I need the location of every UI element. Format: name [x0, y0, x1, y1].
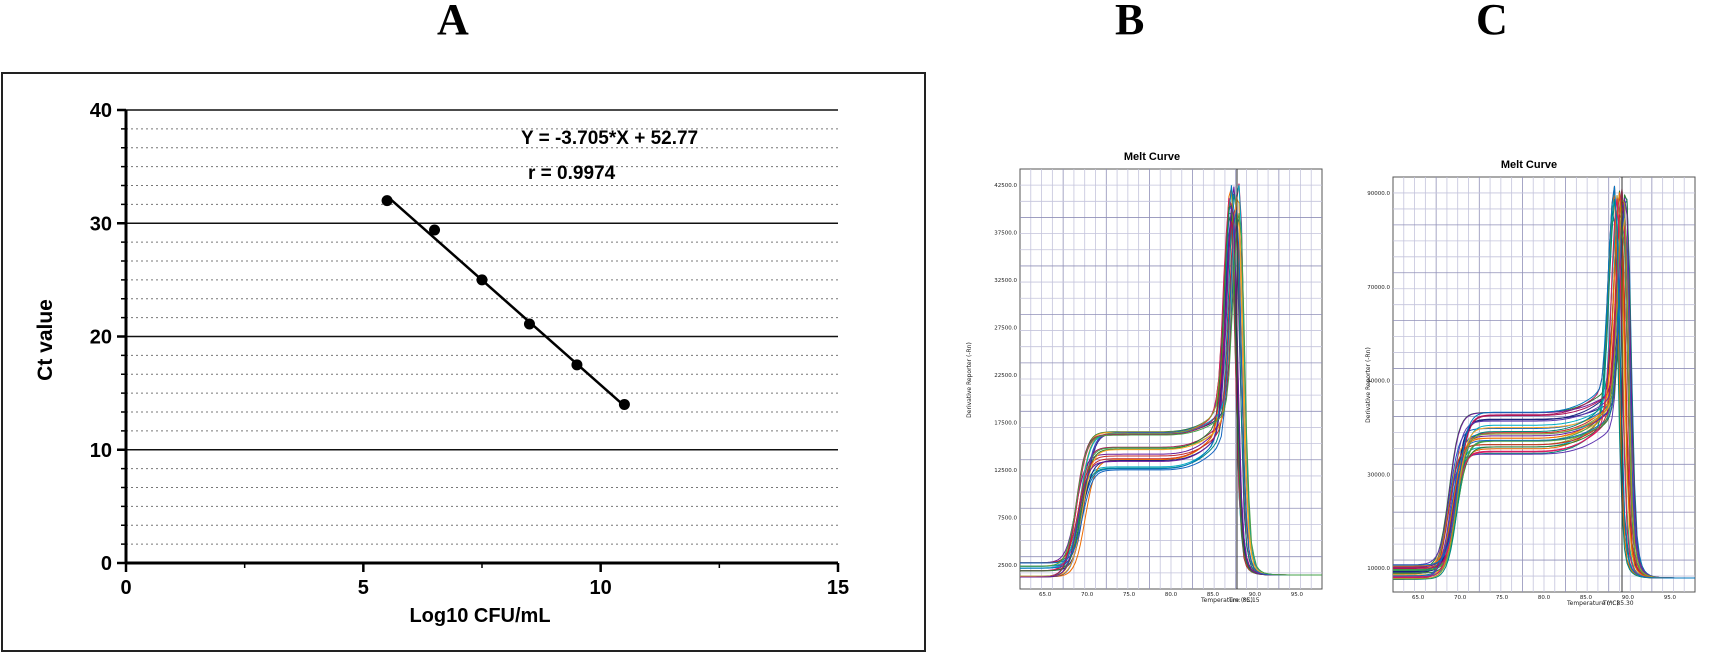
melt-x-tick-label: 75.0: [1123, 592, 1136, 598]
y-tick-label: 40: [90, 100, 112, 122]
panel-c-tm-label: Tm: 85.30: [1602, 600, 1634, 607]
panel-a-axes: [117, 108, 840, 572]
melt-x-tick-label: 80.0: [1538, 595, 1551, 601]
y-tick-label: 20: [90, 327, 112, 349]
panel-b-xlabel: Temperature (°C): [1200, 597, 1253, 604]
y-tick-label: 10: [90, 440, 112, 462]
melt-curve-line: [1393, 185, 1695, 579]
data-point: [381, 195, 393, 207]
panel-a-points: [381, 195, 630, 410]
panel-b-ylabel: Derivative Reporter (-Rn): [966, 342, 973, 418]
panel-label-a: A: [437, 0, 469, 44]
x-tick-label: 10: [590, 577, 612, 599]
panel-c-title: Melt Curve: [1501, 159, 1557, 171]
melt-x-tick-label: 90.0: [1622, 595, 1635, 601]
data-point: [571, 359, 583, 371]
melt-y-tick-label: 17500.0: [994, 421, 1017, 427]
melt-y-tick-label: 7500.0: [998, 516, 1018, 522]
melt-x-tick-label: 80.0: [1165, 592, 1178, 598]
melt-y-tick-label: 37500.0: [994, 231, 1017, 237]
melt-y-tick-label: 12500.0: [994, 468, 1017, 474]
panel-a-tick-labels: 0 10 20 30 40 0 5 10 15: [90, 100, 849, 599]
panel-c-curves: [1393, 185, 1695, 580]
y-tick-label: 0: [101, 553, 112, 575]
data-point: [429, 224, 441, 236]
melt-x-tick-label: 65.0: [1039, 592, 1052, 598]
melt-curve-line: [1020, 212, 1322, 576]
panel-a-ylabel: Ct value: [34, 299, 57, 381]
melt-y-tick-label: 2500.0: [998, 563, 1018, 569]
melt-x-tick-label: 65.0: [1412, 595, 1425, 601]
melt-x-tick-label: 85.0: [1207, 592, 1220, 598]
panel-c-tick-labels: 65.0 70.0 75.0 80.0 85.0 90.0 95.0 10000.0 30000…: [1367, 191, 1676, 601]
melt-y-tick-label: 22500.0: [994, 373, 1017, 379]
panel-c-xlabel: Temperature (°C): [1566, 600, 1619, 607]
melt-curve-line: [1393, 201, 1695, 579]
melt-x-tick-label: 95.0: [1291, 592, 1304, 598]
panel-c-melt-curve: Melt Curve 65.0 70.0 75.0 80.0 85.0 90.0 95.0 1…: [1365, 159, 1696, 607]
panel-a-equation: Y = -3.705*X + 52.77: [521, 128, 698, 149]
melt-x-tick-label: 85.0: [1580, 595, 1593, 601]
melt-y-tick-label: 32500.0: [994, 278, 1017, 284]
melt-y-tick-label: 10000.0: [1367, 566, 1390, 572]
melt-y-tick-label: 50000.0: [1367, 379, 1390, 385]
melt-y-tick-label: 30000.0: [1367, 472, 1390, 478]
panel-a-r-value: r = 0.9974: [528, 163, 616, 184]
melt-x-tick-label: 95.0: [1664, 595, 1677, 601]
panel-a-xlabel: Log10 CFU/mL: [409, 605, 550, 627]
panel-b-title: Melt Curve: [1124, 151, 1180, 163]
melt-y-tick-label: 70000.0: [1367, 285, 1390, 291]
panel-b-tick-labels: 65.0 70.0 75.0 80.0 85.0 90.0 95.0 2500.0 7500.0…: [994, 183, 1303, 598]
melt-y-tick-label: 90000.0: [1367, 191, 1390, 197]
x-tick-label: 5: [358, 577, 369, 599]
regression-line: [386, 195, 626, 407]
panel-b-melt-curve: Melt Curve 65.0 70.0 75.0 80.0 85.0 90.0 95.0 2…: [966, 151, 1323, 604]
melt-y-tick-label: 42500.0: [994, 183, 1017, 189]
melt-x-tick-label: 75.0: [1496, 595, 1509, 601]
panel-a-frame: [1, 72, 926, 652]
panel-c-ylabel: Derivative Reporter (-Rn): [1365, 347, 1372, 423]
x-tick-label: 15: [827, 577, 849, 599]
data-point: [476, 274, 488, 286]
panel-a-standard-curve: 0 10 20 30 40 0 5 10 15 Log10 CFU/mL Ct value Y …: [1, 72, 926, 652]
panel-a-fit: [386, 195, 626, 407]
panel-label-b: B: [1115, 0, 1145, 44]
panel-b-tm-label: Tm: 85.15: [1228, 597, 1260, 604]
panel-label-c: C: [1476, 0, 1508, 44]
panel-b-curves: [1020, 183, 1322, 578]
x-tick-label: 0: [120, 577, 131, 599]
y-tick-label: 30: [90, 213, 112, 235]
melt-y-tick-label: 27500.0: [994, 326, 1017, 332]
melt-x-tick-label: 70.0: [1081, 592, 1094, 598]
data-point: [523, 318, 535, 330]
melt-x-tick-label: 90.0: [1249, 592, 1262, 598]
melt-curve-line: [1393, 197, 1695, 580]
melt-x-tick-label: 70.0: [1454, 595, 1467, 601]
data-point: [618, 398, 630, 410]
